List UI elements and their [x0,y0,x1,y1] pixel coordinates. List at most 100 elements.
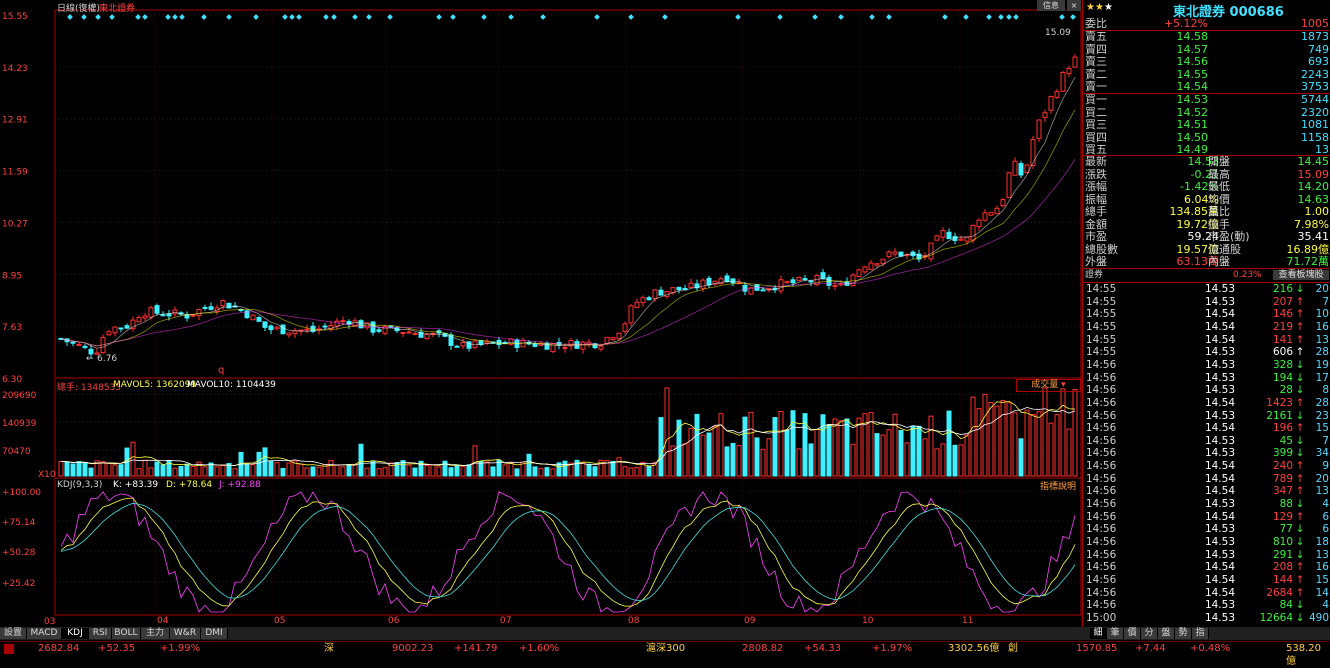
signal-diamond [296,14,302,20]
price-axis-label: 6.30 [2,375,22,385]
ask-label: 賣五 [1085,30,1107,43]
signal-diamond [165,14,171,20]
tick-price: 14.54 [1204,308,1235,321]
sz-label: 深 [324,643,334,654]
tick-row: 14:56 14.53 291 ↓ 13 [1083,549,1330,562]
volume-bar [448,467,454,477]
candle [898,251,904,257]
info-button[interactable]: 信息 [1037,0,1065,11]
stock-title: 東北證券 000686 [1173,5,1284,20]
candle [304,324,310,334]
side-tab[interactable]: 分 [1141,628,1158,639]
tick-volume: 219 [1272,320,1293,333]
candle [112,326,118,337]
candle [748,287,754,295]
volume-bar [484,461,490,477]
signal-diamond [352,14,358,20]
tick-volume: 347 [1272,485,1293,498]
close-icon[interactable]: × [1067,0,1081,11]
side-tab[interactable]: 盤 [1158,628,1175,639]
volume-bar [148,467,154,477]
tab-dmi[interactable]: DMI [201,628,228,639]
stat-label: 漲跌 [1085,167,1107,181]
volume-bars [58,387,1078,477]
tab-kdj[interactable]: KDJ [62,628,89,639]
stat-label: 漲幅 [1085,180,1107,193]
side-tab[interactable]: 價 [1124,628,1141,639]
quote-titlebar: ★★★ 東北證券 000686 信息 × [1037,0,1330,20]
volume-bar [982,393,988,477]
volume-bar [478,460,484,477]
weibi-value: 1005 [1301,17,1329,30]
view-sector-button[interactable]: 查看板塊股 [1273,270,1329,280]
tab-macd[interactable]: MACD [27,628,62,639]
signal-diamond [109,14,115,20]
volume-bar [862,413,868,477]
tick-volume: 129 [1272,510,1293,523]
candle [994,205,1000,215]
tab-rsi[interactable]: RSI [89,628,112,639]
tick-volume: 141 [1272,333,1293,346]
volume-bar [838,420,844,477]
side-tab[interactable]: 細 [1090,628,1107,639]
volume-bar [1072,389,1078,477]
candle [1012,157,1018,176]
volume-dropdown[interactable]: 成交量 ▾ [1016,379,1081,392]
volume-bar [700,434,706,477]
stat-row: 總手 134.85萬 量比 1.00 [1083,205,1330,219]
chevron-down-icon: ▾ [1061,380,1066,390]
tab-settings[interactable]: 設置 [0,628,27,639]
signal-diamond [508,14,514,20]
hs300-value: 2808.82 [742,643,784,654]
candle [1060,71,1066,92]
candle [580,340,586,354]
arrow-up-icon: ↑ [1295,295,1305,308]
kdj-help-button[interactable]: 指標說明 [1040,482,1077,492]
arrow-down-icon: ↓ [1295,599,1305,612]
chart-area[interactable]: 15.55 14.23 12.91 11.59 10.27 8.95 7.63 6.30 209… [0,0,1082,627]
price-axis-label: 12.91 [2,116,28,126]
arrow-down-icon: ↓ [1295,371,1305,384]
candle [208,302,214,311]
tab-main-force[interactable]: 主力 [141,628,170,639]
sector-label: 證券 [1085,270,1104,280]
signal-diamond [869,14,875,20]
tick-count: 6 [1322,523,1329,536]
tick-count: 9 [1322,460,1329,473]
candle [250,314,256,321]
tab-wr[interactable]: W&R [170,628,201,639]
tick-count: 20 [1315,472,1329,485]
candle [142,312,148,322]
side-tab[interactable]: 勢 [1175,628,1192,639]
tick-price: 14.53 [1204,283,1235,295]
candle [670,287,676,295]
stat-label: 最新 [1085,155,1107,168]
arrow-down-icon: ↓ [1295,611,1305,624]
volume-bar [1030,413,1036,477]
stat-row: 外盤 63.13萬 內盤 71.72萬 [1083,255,1330,269]
kdj-k-value: K: +83.39 [113,480,159,490]
ask-volume: 3753 [1301,80,1329,93]
candle [172,306,178,317]
kdj-line [60,502,1076,601]
arrow-up-icon: ↑ [1295,586,1305,599]
tick-time: 14:56 [1086,536,1117,548]
ask-label: 賣二 [1085,67,1107,81]
ask-row: 賣二 14.55 2243 [1083,67,1330,82]
side-tab[interactable]: 指 [1192,628,1209,639]
tab-boll[interactable]: BOLL [112,628,141,639]
side-tab[interactable]: 筆 [1107,628,1124,639]
arrow-up-icon: ↑ [1295,485,1305,498]
hs300-pct: +1.97% [872,643,913,654]
signal-diamond [594,14,600,20]
volume-bar [508,462,514,477]
volume-bar [562,460,568,477]
bid-label: 買二 [1085,105,1107,119]
tick-volume: 2161 [1266,409,1293,422]
candle [928,242,934,262]
candle [868,259,874,271]
volume-bar [406,464,412,477]
volume-bar [142,459,148,477]
shanghai-icon [4,644,14,654]
tick-volume: 328 [1272,358,1293,371]
